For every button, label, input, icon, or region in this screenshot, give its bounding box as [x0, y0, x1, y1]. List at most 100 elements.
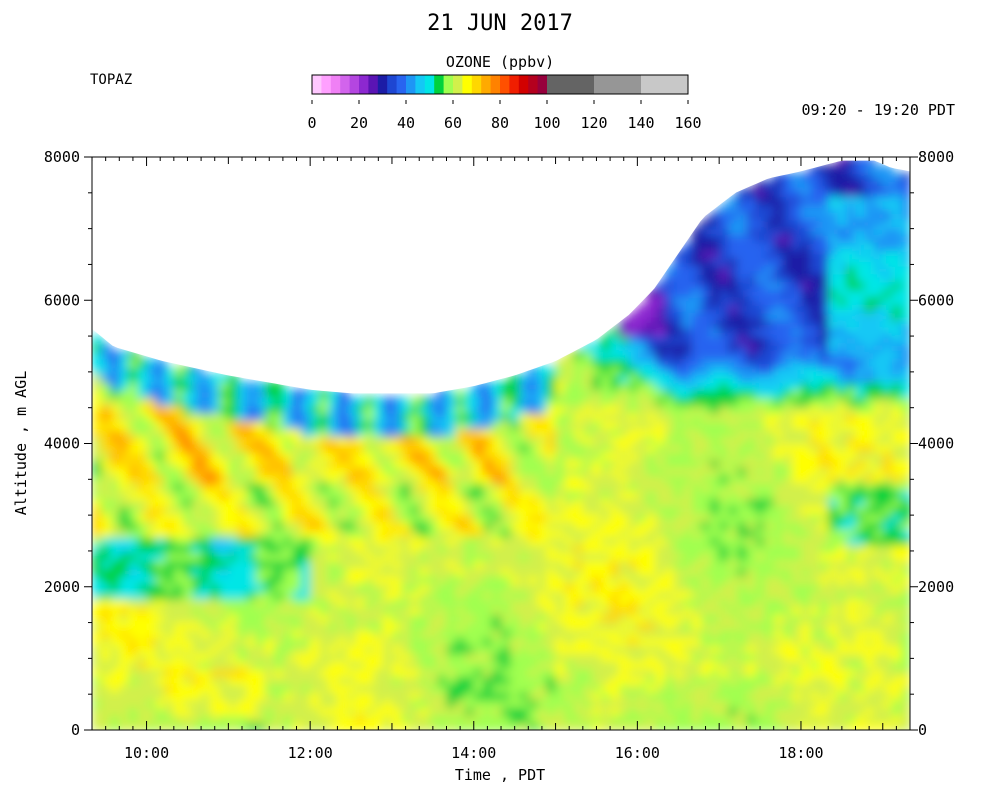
heatmap-cell: [755, 404, 766, 414]
heatmap-cell: [691, 443, 703, 453]
heatmap-cell: [782, 203, 794, 213]
heatmap-cell: [501, 544, 512, 554]
heatmap-cell: [746, 683, 757, 693]
heatmap-cell: [355, 652, 366, 662]
heatmap-cell: [873, 699, 884, 708]
heatmap-cell: [92, 699, 103, 708]
heatmap-cell: [310, 404, 321, 414]
heatmap-cell: [600, 489, 612, 499]
heatmap-cell: [819, 544, 830, 554]
heatmap-cell: [691, 590, 703, 600]
heatmap-cell: [391, 668, 403, 677]
heatmap-cell: [900, 544, 910, 554]
heatmap-cell: [191, 389, 203, 399]
heatmap-cell: [864, 358, 875, 368]
heatmap-cell: [837, 172, 848, 182]
heatmap-cell: [673, 288, 684, 298]
heatmap-cell: [800, 559, 812, 569]
heatmap-cell: [373, 520, 385, 530]
heatmap-cell: [691, 327, 703, 337]
heatmap-cell: [210, 466, 221, 476]
heatmap-cell: [591, 606, 603, 616]
x-tick-label: 16:00: [615, 744, 660, 762]
heatmap-cell: [419, 582, 430, 592]
heatmap-cell: [582, 675, 594, 685]
heatmap-cell: [873, 443, 884, 453]
heatmap-cell: [210, 621, 221, 631]
heatmap-cell: [900, 273, 910, 283]
heatmap-cell: [364, 428, 375, 437]
heatmap-cell: [746, 218, 757, 228]
heatmap-cell: [682, 435, 694, 445]
heatmap-cell: [837, 381, 848, 391]
heatmap-cell: [728, 249, 739, 259]
heatmap-cell: [201, 668, 212, 677]
heatmap-cell: [255, 637, 266, 647]
heatmap-cell: [873, 296, 884, 306]
heatmap-cell: [119, 381, 130, 391]
heatmap-cell: [819, 458, 830, 468]
heatmap-cell: [873, 412, 884, 422]
heatmap-cell: [800, 435, 812, 445]
heatmap-cell: [864, 699, 875, 708]
heatmap-cell: [219, 699, 230, 708]
heatmap-cell: [364, 606, 375, 616]
heatmap-cell: [864, 544, 875, 554]
heatmap-cell: [864, 180, 875, 190]
heatmap-cell: [891, 288, 903, 298]
heatmap-cell: [873, 706, 884, 716]
heatmap-cell: [737, 598, 748, 608]
heatmap-cell: [855, 157, 866, 166]
heatmap-cell: [591, 389, 603, 399]
heatmap-cell: [210, 598, 221, 608]
heatmap-cell: [391, 675, 403, 685]
heatmap-cell: [119, 443, 130, 453]
heatmap-cell: [319, 474, 330, 484]
heatmap-cell: [237, 443, 248, 453]
heatmap-cell: [864, 489, 875, 499]
heatmap-cell: [600, 575, 612, 585]
heatmap-cell: [182, 489, 194, 499]
heatmap-cell: [301, 528, 312, 538]
heatmap-cell: [837, 489, 848, 499]
heatmap-cell: [410, 590, 421, 600]
heatmap-cell: [101, 683, 112, 693]
heatmap-cell: [273, 683, 285, 693]
heatmap-cell: [837, 598, 848, 608]
heatmap-cell: [619, 699, 630, 708]
heatmap-cell: [282, 544, 294, 554]
heatmap-cell: [319, 497, 330, 507]
heatmap-cell: [864, 366, 875, 376]
heatmap-cell: [201, 567, 212, 577]
heatmap-cell: [264, 621, 275, 631]
heatmap-cell: [501, 551, 512, 561]
heatmap-cell: [528, 536, 539, 546]
heatmap-cell: [873, 559, 884, 569]
heatmap-cell: [419, 551, 430, 561]
heatmap-cell: [491, 474, 503, 484]
heatmap-cell: [646, 482, 657, 492]
heatmap-cell: [164, 389, 175, 399]
heatmap-cell: [328, 652, 339, 662]
heatmap-cell: [600, 629, 612, 639]
heatmap-cell: [455, 668, 466, 677]
heatmap-cell: [119, 691, 130, 701]
heatmap-cell: [328, 668, 339, 677]
heatmap-cell: [800, 575, 812, 585]
heatmap-cell: [855, 443, 866, 453]
heatmap-cell: [528, 482, 539, 492]
heatmap-cell: [537, 536, 548, 546]
heatmap-cell: [301, 451, 312, 461]
heatmap-cell: [346, 683, 357, 693]
heatmap-cell: [219, 629, 230, 639]
heatmap-cell: [782, 296, 794, 306]
heatmap-cell: [819, 621, 830, 631]
heatmap-cell: [119, 513, 130, 523]
heatmap-cell: [882, 590, 894, 600]
heatmap-cell: [837, 157, 848, 166]
heatmap-cell: [700, 420, 712, 430]
heatmap-cell: [482, 644, 494, 654]
heatmap-cell: [291, 575, 303, 585]
heatmap-cell: [773, 257, 784, 267]
heatmap-cell: [110, 644, 121, 654]
